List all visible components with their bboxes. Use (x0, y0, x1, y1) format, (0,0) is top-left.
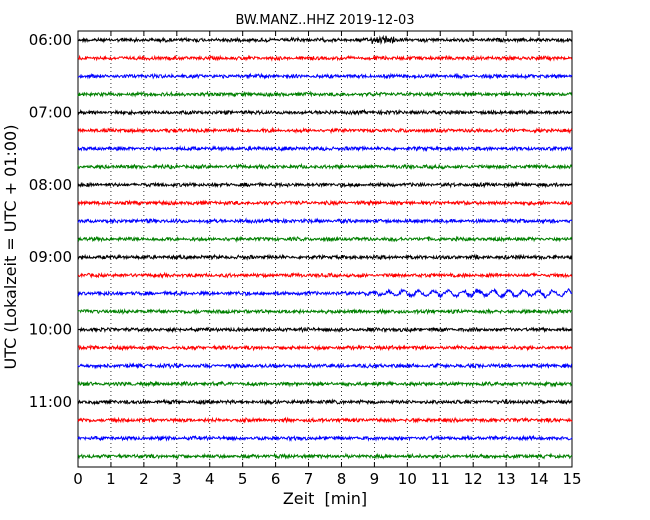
trace-5 (77, 126, 573, 135)
x-tick-label-14: 14 (530, 470, 549, 488)
trace-21 (77, 416, 573, 424)
x-tick-label-4: 4 (205, 470, 215, 488)
x-tick-label-3: 3 (172, 470, 182, 488)
seismogram-traces (77, 34, 573, 460)
trace-3 (77, 90, 573, 98)
x-tick-label-9: 9 (370, 470, 380, 488)
x-tick-label-13: 13 (497, 470, 516, 488)
trace-0 (77, 34, 573, 45)
trace-14 (77, 287, 573, 300)
trace-1 (77, 54, 573, 62)
x-tick-label-10: 10 (398, 470, 417, 488)
trace-19 (77, 380, 573, 388)
trace-20 (77, 398, 573, 406)
x-tick-label-12: 12 (464, 470, 483, 488)
x-tick-label-15: 15 (562, 470, 581, 488)
trace-22 (77, 434, 573, 442)
y-tick-label-09:00: 09:00 (29, 248, 72, 266)
trace-13 (77, 271, 573, 279)
trace-16 (77, 326, 573, 334)
x-tick-label-6: 6 (271, 470, 281, 488)
trace-18 (77, 362, 573, 370)
vertical-gridlines (110, 31, 540, 467)
trace-11 (77, 235, 573, 243)
x-tick-label-2: 2 (139, 470, 149, 488)
y-axis-label: UTC (Lokalzeit = UTC + 01:00) (1, 125, 20, 370)
x-tick-label-11: 11 (431, 470, 450, 488)
trace-6 (77, 144, 573, 153)
trace-7 (77, 162, 573, 171)
x-axis-ticks: 0 1 2 3 4 5 6 7 8 9 10 11 12 13 14 15 (73, 31, 582, 488)
y-tick-label-07:00: 07:00 (29, 103, 72, 121)
y-tick-label-06:00: 06:00 (29, 31, 72, 49)
y-axis-ticks: 06:00 07:00 08:00 09:00 10:00 11:00 (29, 31, 572, 411)
x-tick-label-0: 0 (73, 470, 83, 488)
trace-17 (77, 343, 573, 352)
chart-title: BW.MANZ..HHZ 2019-12-03 (235, 13, 414, 28)
trace-4 (77, 108, 573, 116)
trace-15 (77, 307, 573, 316)
plot-frame (77, 30, 573, 468)
trace-12 (77, 253, 573, 261)
x-axis-label: Zeit [min] (283, 489, 367, 508)
x-tick-label-8: 8 (337, 470, 347, 488)
trace-8 (77, 181, 573, 189)
x-tick-label-5: 5 (238, 470, 248, 488)
trace-23 (77, 452, 573, 460)
trace-2 (77, 72, 573, 80)
y-tick-label-11:00: 11:00 (29, 393, 72, 411)
trace-9 (77, 199, 573, 207)
x-tick-label-1: 1 (106, 470, 116, 488)
y-tick-label-08:00: 08:00 (29, 176, 72, 194)
trace-10 (77, 217, 573, 225)
y-tick-label-10:00: 10:00 (29, 321, 72, 339)
x-tick-label-7: 7 (304, 470, 314, 488)
